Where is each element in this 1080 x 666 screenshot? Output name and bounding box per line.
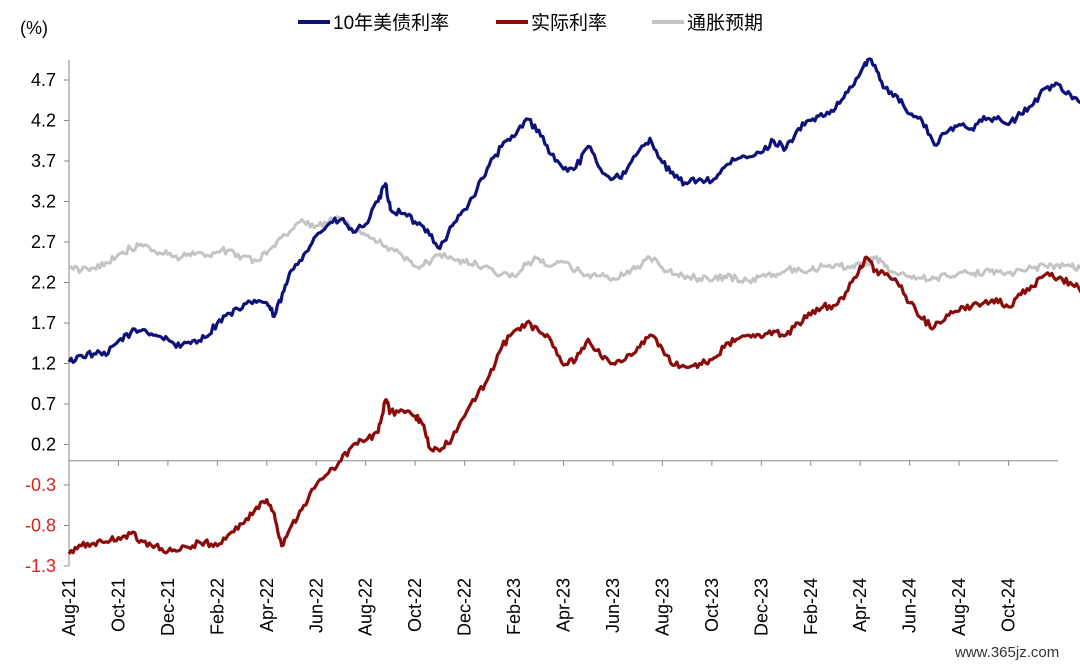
y-tick-label: 4.7: [31, 70, 56, 90]
y-tick-label: -1.3: [25, 556, 56, 576]
x-tick-label: Feb-24: [801, 578, 821, 635]
watermark-text: www.365jz.com: [954, 644, 1059, 661]
x-tick-label: Aug-21: [59, 578, 79, 636]
x-tick-label: Dec-23: [751, 578, 771, 636]
y-tick-label: 2.7: [31, 232, 56, 252]
x-tick-label: Feb-23: [504, 578, 524, 635]
y-tick-label: 0.2: [31, 435, 56, 455]
x-tick-label: Aug-23: [652, 578, 672, 636]
x-tick-label: Jun-24: [900, 578, 920, 633]
y-tick-label: 1.2: [31, 354, 56, 374]
y-tick-labels: 4.7 4.2 3.7 3.2 2.7 2.2 1.7 1.2 0.7 0.2 -0.3 -0.8 -1…: [25, 70, 69, 576]
series-lines: [67, 57, 1080, 555]
legend-label-inflation: 通胀预期: [687, 12, 763, 34]
y-tick-label: 3.7: [31, 151, 56, 171]
x-tick-label: Oct-24: [999, 578, 1019, 632]
x-tick-label: Feb-22: [207, 578, 227, 635]
x-tick-label: Apr-24: [850, 578, 870, 632]
y-tick-label: 4.2: [31, 111, 56, 131]
y-tick-label: -0.8: [25, 516, 56, 536]
x-tick-labels: Aug-21 Oct-21 Dec-21 Feb-22 Apr-22 Jun-22 Aug-…: [59, 460, 1019, 636]
x-tick-label: Dec-22: [455, 578, 475, 636]
x-tick-label: Dec-21: [158, 578, 178, 636]
x-tick-label: Apr-23: [554, 578, 574, 632]
legend: 10年美债利率 实际利率 通胀预期: [298, 12, 763, 34]
x-tick-label: Aug-24: [949, 578, 969, 636]
y-tick-label: -0.3: [25, 475, 56, 495]
x-tick-label: Jun-22: [306, 578, 326, 633]
x-tick-label: Oct-21: [108, 578, 128, 632]
legend-label-real-rate: 实际利率: [531, 12, 607, 34]
x-tick-label: Aug-22: [356, 578, 376, 636]
x-tick-label: Oct-23: [702, 578, 722, 632]
x-tick-label: Jun-23: [603, 578, 623, 633]
x-tick-label: Oct-22: [405, 578, 425, 632]
series-line-treasury-10y: [67, 57, 1080, 364]
legend-label-treasury: 10年美债利率: [333, 12, 449, 34]
y-tick-label: 3.2: [31, 192, 56, 212]
y-axis-unit-label: (%): [20, 18, 48, 38]
series-line-real-rate: [67, 255, 1080, 555]
y-tick-label: 0.7: [31, 394, 56, 414]
series-line-inflation-expectation: [68, 215, 1080, 285]
x-tick-label: Apr-22: [257, 578, 277, 632]
y-tick-label: 2.2: [31, 273, 56, 293]
y-tick-label: 1.7: [31, 313, 56, 333]
